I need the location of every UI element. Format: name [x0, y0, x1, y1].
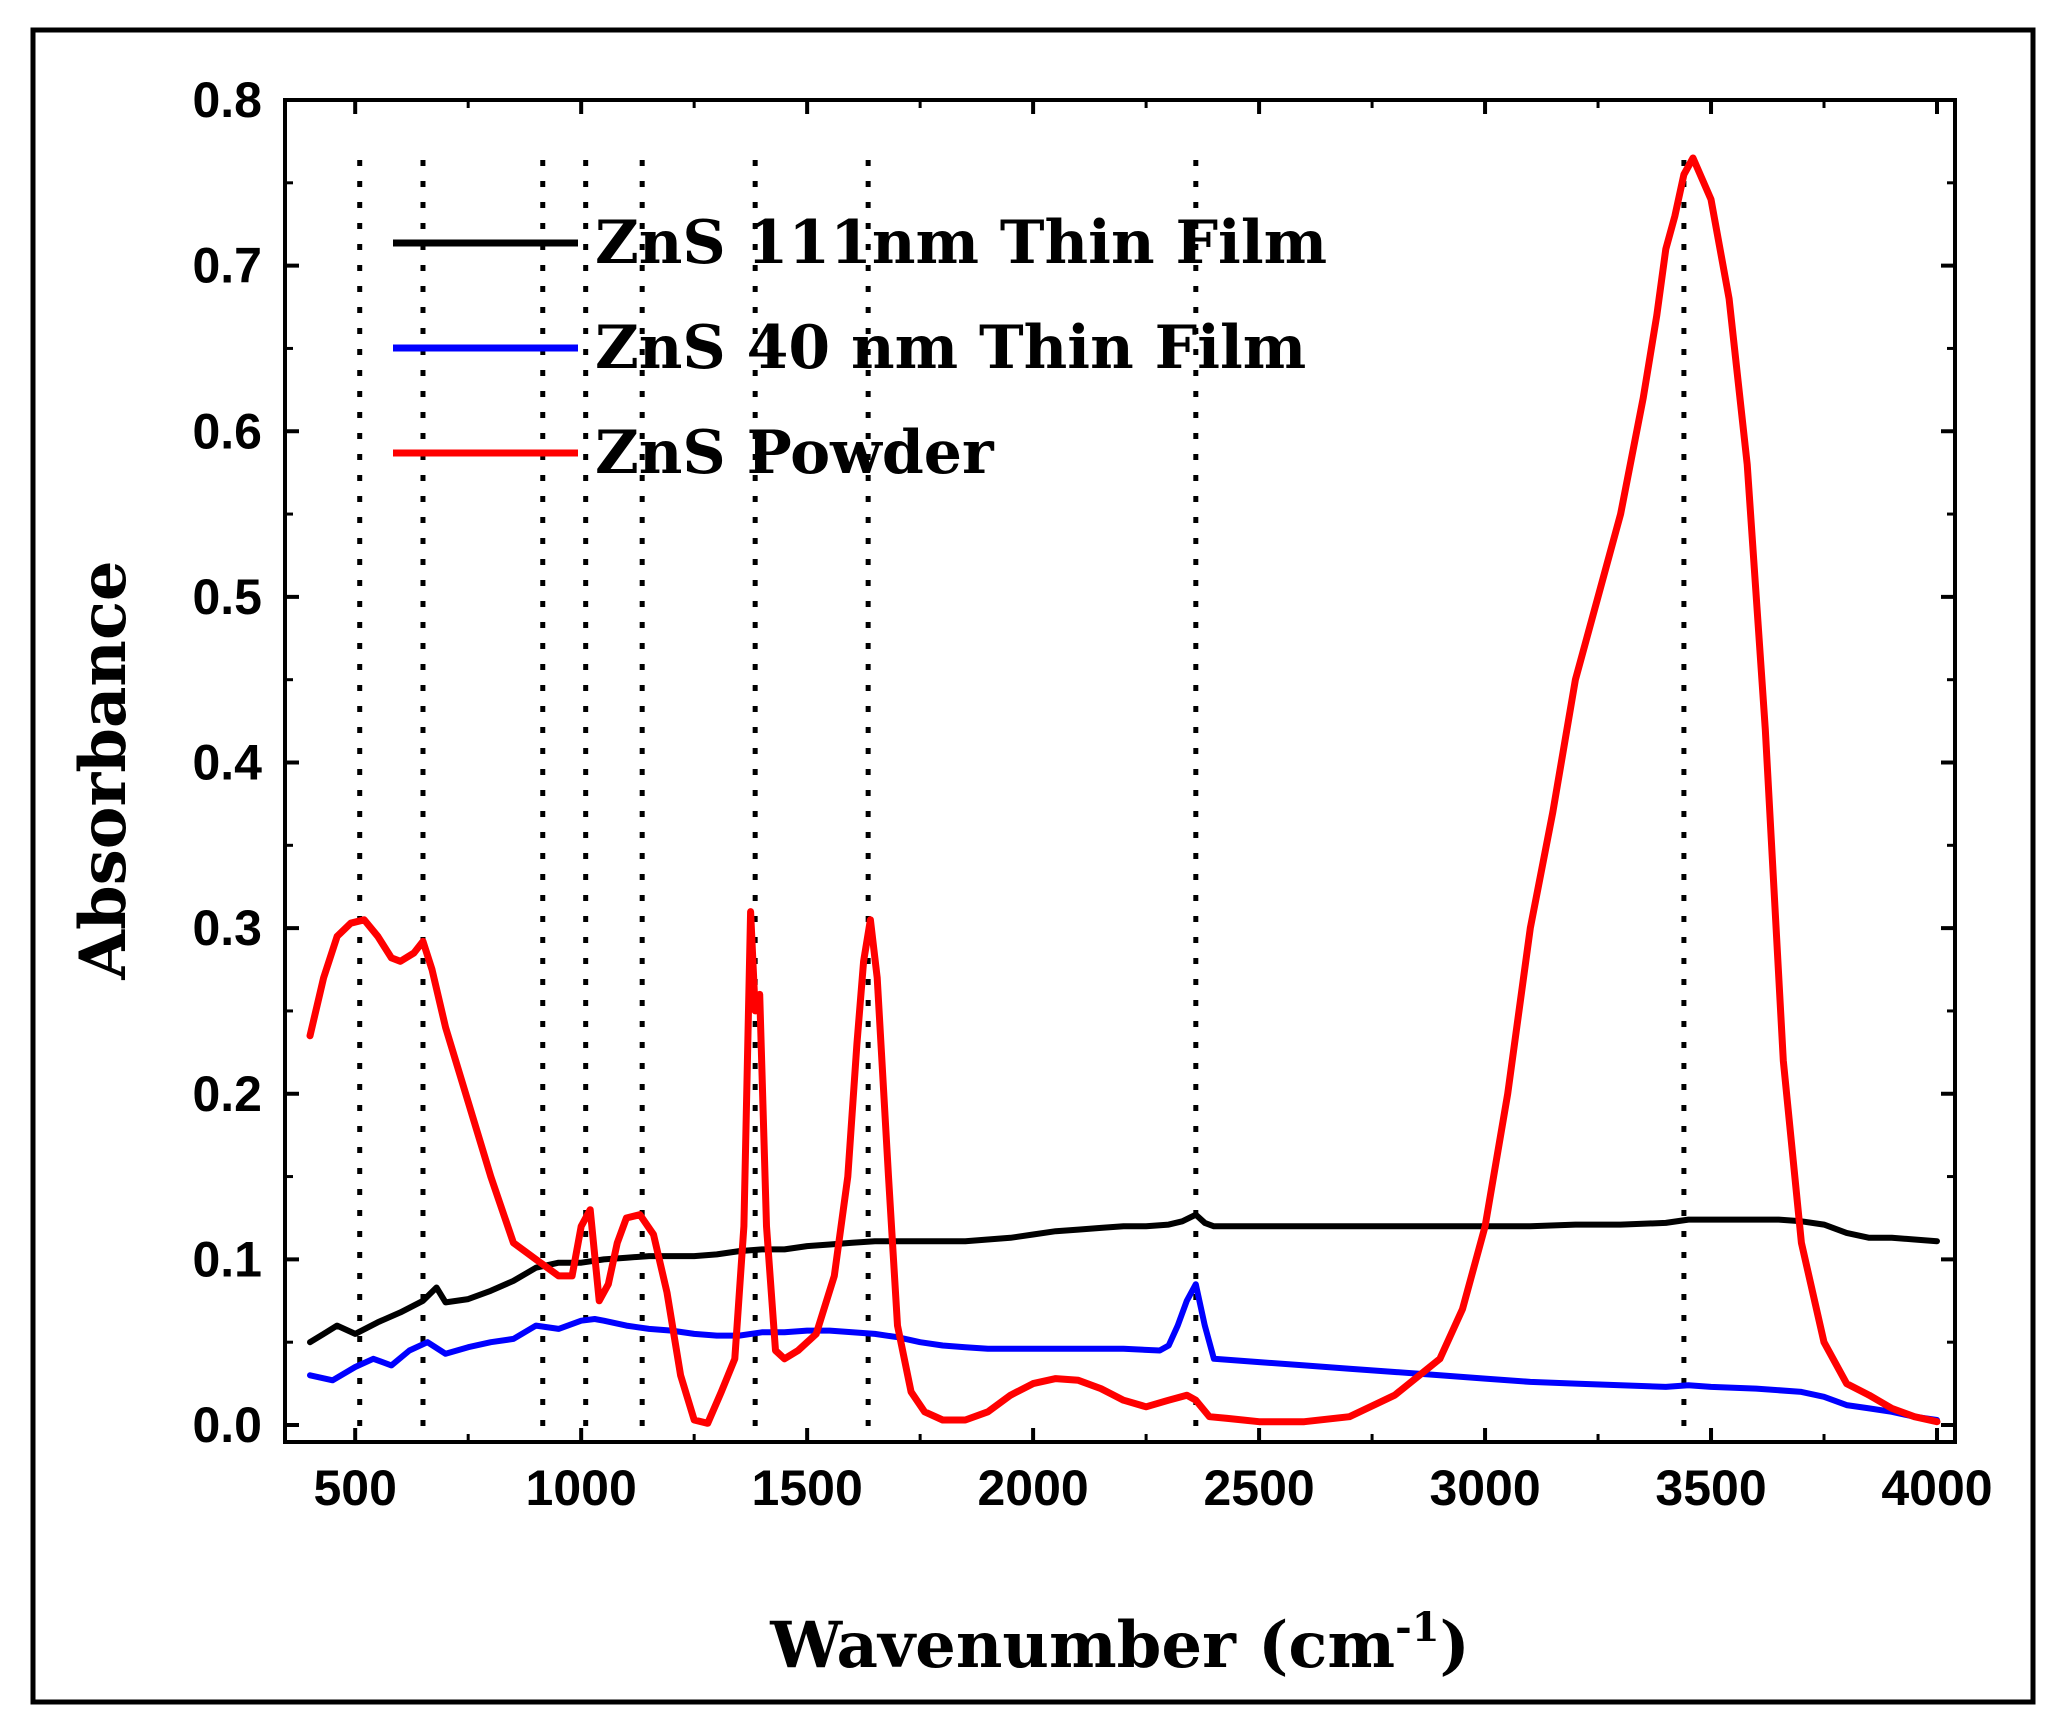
y-tick-label-0: 0.0: [192, 1397, 262, 1453]
x-tick-label-1: 1000: [526, 1460, 637, 1516]
x-axis-title-superscript: -1: [1395, 1604, 1439, 1651]
outer-frame: [30, 27, 2036, 1705]
y-tick-label-8: 0.8: [192, 72, 262, 128]
legend: ZnS 111nm Thin Film ZnS 40 nm Thin Film Zn…: [393, 208, 1327, 488]
y-tick-label-3: 0.3: [192, 900, 262, 956]
legend-label-2: ZnS Powder: [595, 418, 995, 488]
x-tick-label-6: 3500: [1655, 1460, 1766, 1516]
x-tick-label-7: 4000: [1881, 1460, 1992, 1516]
y-tick-label-6: 0.6: [192, 403, 262, 459]
y-tick-label-7: 0.7: [192, 238, 262, 294]
x-tick-label-4: 2500: [1203, 1460, 1314, 1516]
y-tick-label-1: 0.1: [192, 1231, 262, 1287]
y-tick-labels: 0.0 0.1 0.2 0.3 0.4 0.5 0.6 0.7 0.8: [192, 72, 262, 1453]
x-axis-title-text: Wavenumber (cm: [769, 1608, 1395, 1683]
plot-area-frame: [283, 98, 1957, 1444]
x-tick-labels: 500 1000 1500 2000 2500 3000 3500 4000: [313, 1460, 1992, 1516]
series-layer: [306, 154, 1941, 1427]
x-tick-label-2: 1500: [752, 1460, 863, 1516]
series-line-2: [306, 154, 1941, 1427]
x-tick-label-5: 3000: [1429, 1460, 1540, 1516]
x-axis-title: Wavenumber (cm-1): [769, 1604, 1470, 1683]
series-line-1: [307, 1281, 1940, 1423]
y-tick-label-5: 0.5: [192, 569, 262, 625]
reference-lines: [357, 160, 1687, 1440]
x-tick-label-0: 500: [313, 1460, 396, 1516]
legend-label-0: ZnS 111nm Thin Film: [595, 208, 1327, 278]
x-tick-label-3: 2000: [977, 1460, 1088, 1516]
y-tick-label-2: 0.2: [192, 1066, 262, 1122]
y-tick-label-4: 0.4: [192, 735, 262, 791]
axis-ticks: [285, 98, 1955, 1442]
y-axis-title: Absorbance: [66, 560, 141, 980]
x-axis-title-end: ): [1440, 1608, 1470, 1683]
series-line-0: [307, 1211, 1940, 1346]
legend-label-1: ZnS 40 nm Thin Film: [595, 313, 1306, 383]
